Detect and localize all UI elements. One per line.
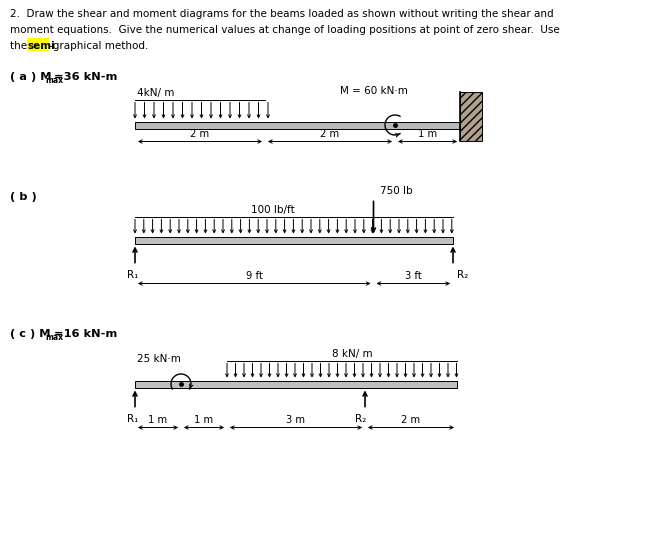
Text: 2 m: 2 m (401, 415, 420, 425)
Text: ( c ) M: ( c ) M (10, 329, 51, 339)
Text: 1 m: 1 m (148, 415, 168, 425)
Bar (460, 91, 482, 141)
Text: =36 kN-m: =36 kN-m (54, 72, 118, 82)
Text: -graphical method.: -graphical method. (49, 41, 148, 51)
Text: M = 60 kN·m: M = 60 kN·m (340, 86, 408, 96)
Text: 2 m: 2 m (321, 129, 340, 139)
Text: R₂: R₂ (355, 414, 367, 423)
Bar (135, 236, 453, 243)
Bar (135, 381, 457, 387)
Text: 8 kN/ m: 8 kN/ m (332, 348, 373, 358)
Text: 1 m: 1 m (418, 129, 437, 139)
Text: moment equations.  Give the numerical values at change of loading positions at p: moment equations. Give the numerical val… (10, 25, 560, 35)
Text: ( b ): ( b ) (10, 192, 37, 202)
FancyBboxPatch shape (27, 38, 49, 51)
Text: max: max (45, 333, 63, 342)
Text: 25 kN·m: 25 kN·m (137, 354, 181, 364)
Text: 9 ft: 9 ft (246, 271, 263, 281)
Text: 1 m: 1 m (194, 415, 214, 425)
Bar (135, 121, 460, 129)
Text: 750 lb: 750 lb (380, 187, 413, 196)
Text: semi: semi (28, 41, 55, 51)
Text: R₁: R₁ (127, 270, 139, 280)
Text: 2 m: 2 m (191, 129, 210, 139)
Text: the: the (10, 41, 30, 51)
Text: max: max (45, 76, 63, 85)
Text: R₁: R₁ (127, 414, 139, 423)
Text: 2.  Draw the shear and moment diagrams for the beams loaded as shown without wri: 2. Draw the shear and moment diagrams fo… (10, 9, 554, 19)
Text: =16 kN-m: =16 kN-m (54, 329, 117, 339)
Text: R₂: R₂ (457, 270, 468, 280)
Text: 3 m: 3 m (286, 415, 306, 425)
Text: 4kN/ m: 4kN/ m (137, 88, 174, 97)
Text: 3 ft: 3 ft (405, 271, 422, 281)
Text: 100 lb/ft: 100 lb/ft (251, 205, 294, 214)
Text: ( a ) M: ( a ) M (10, 72, 51, 82)
